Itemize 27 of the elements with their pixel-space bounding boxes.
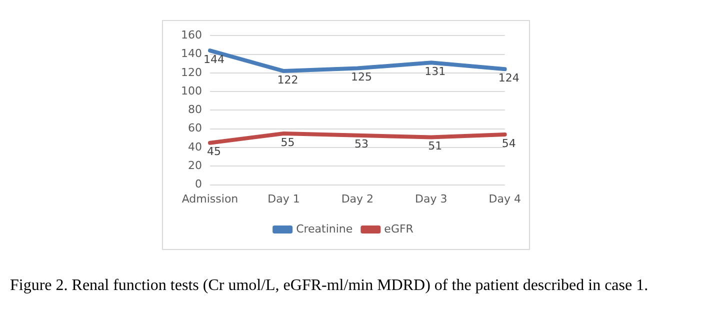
x-tick-label: Day 3: [415, 192, 448, 206]
data-label: 131: [424, 65, 446, 78]
y-tick-label: 20: [188, 159, 202, 172]
y-tick-label: 80: [188, 103, 202, 116]
data-label: 122: [277, 73, 298, 86]
y-tick-label: 100: [180, 84, 202, 98]
y-tick-label: 140: [180, 47, 202, 60]
y-tick-label: 60: [188, 122, 202, 135]
x-tick-label: Day 1: [268, 192, 300, 206]
data-label: 51: [428, 140, 442, 153]
data-label: 124: [498, 72, 520, 85]
y-tick-label: 160: [180, 28, 202, 42]
data-label: 125: [350, 70, 372, 84]
caption: Figure 2. Renal function tests (Cr umol/L, eGFR-ml/min MDRD) of the patient described in case 1.: [10, 276, 650, 295]
y-tick-label: 40: [188, 140, 202, 154]
y-tick-label: 0: [194, 178, 202, 191]
x-tick-label: Admission: [182, 192, 238, 206]
legend-label: Creatinine: [296, 222, 353, 236]
y-tick-label: 120: [180, 66, 202, 79]
data-label: 53: [354, 138, 368, 151]
data-label: 55: [280, 136, 295, 149]
data-label: 54: [502, 136, 516, 150]
data-label: 144: [203, 52, 224, 66]
x-tick-label: Day 4: [488, 192, 521, 206]
x-tick-label: Day 2: [341, 192, 374, 206]
data-label: 45: [206, 145, 221, 158]
legend-label: eGFR: [384, 222, 414, 236]
